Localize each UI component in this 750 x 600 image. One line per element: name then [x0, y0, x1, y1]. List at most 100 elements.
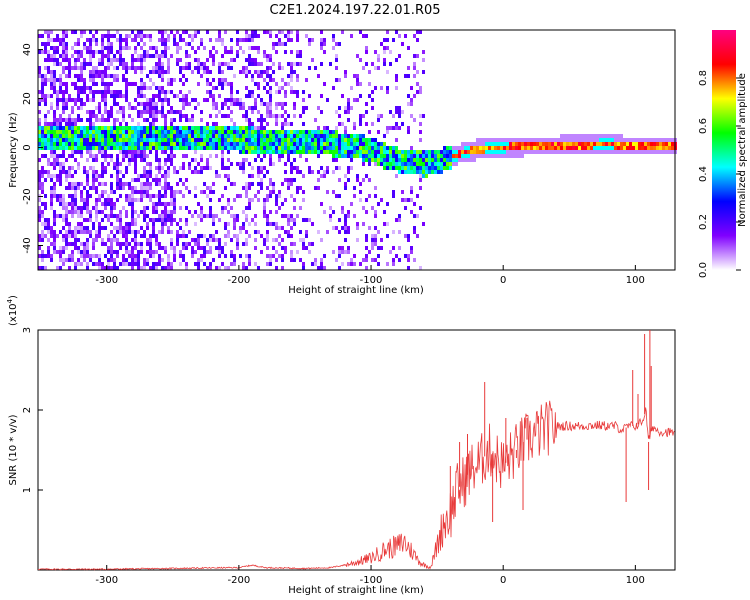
heatmap-cell [122, 230, 125, 234]
heatmap-cell [107, 198, 110, 202]
heatmap-cell [77, 262, 80, 266]
heatmap-cell [377, 158, 380, 162]
heatmap-cell [56, 106, 59, 110]
heatmap-cell [101, 74, 104, 78]
heatmap-cell [158, 230, 161, 234]
heatmap-cell [128, 158, 131, 162]
heatmap-cell [413, 54, 416, 58]
heatmap-cell [80, 34, 83, 38]
heatmap-cell [131, 254, 134, 258]
heatmap-cell [125, 234, 128, 238]
heatmap-cell [173, 138, 176, 142]
heatmap-cell [182, 246, 185, 250]
heatmap-cell [89, 86, 92, 90]
heatmap-cell [236, 246, 239, 250]
heatmap-cell [257, 62, 260, 66]
heatmap-cell [482, 150, 485, 154]
heatmap-cell [338, 42, 341, 46]
heatmap-cell [101, 70, 104, 74]
heatmap-cell [389, 126, 392, 130]
heatmap-cell [59, 126, 62, 130]
heatmap-cell [101, 58, 104, 62]
heatmap-cell [68, 242, 71, 246]
heatmap-cell [92, 50, 95, 54]
heatmap-cell [38, 110, 41, 114]
heatmap-cell [224, 30, 227, 34]
heatmap-cell [203, 70, 206, 74]
heatmap-cell [128, 182, 131, 186]
heatmap-cell [380, 162, 383, 166]
heatmap-cell [137, 114, 140, 118]
heatmap-cell [392, 166, 395, 170]
heatmap-cell [227, 158, 230, 162]
heatmap-cell [635, 138, 638, 142]
heatmap-cell [446, 166, 449, 170]
heatmap-cell [350, 262, 353, 266]
heatmap-cell [254, 246, 257, 250]
heatmap-cell [98, 174, 101, 178]
heatmap-cell [176, 242, 179, 246]
heatmap-cell [398, 162, 401, 166]
heatmap-cell [365, 198, 368, 202]
heatmap-cell [236, 54, 239, 58]
heatmap-cell [62, 202, 65, 206]
heatmap-cell [302, 238, 305, 242]
heatmap-cell [245, 30, 248, 34]
heatmap-cell [227, 266, 230, 270]
heatmap-cell [281, 142, 284, 146]
heatmap-cell [257, 150, 260, 154]
heatmap-cell [77, 206, 80, 210]
heatmap-cell [62, 54, 65, 58]
heatmap-cell [365, 146, 368, 150]
heatmap-cell [179, 134, 182, 138]
heatmap-cell [245, 126, 248, 130]
heatmap-cell [464, 142, 467, 146]
heatmap-cell [455, 158, 458, 162]
heatmap-cell [44, 138, 47, 142]
heatmap-cell [110, 94, 113, 98]
heatmap-cell [50, 178, 53, 182]
heatmap-cell [377, 54, 380, 58]
heatmap-cell [134, 38, 137, 42]
heatmap-cell [89, 70, 92, 74]
heatmap-cell [263, 214, 266, 218]
heatmap-cell [299, 138, 302, 142]
heatmap-cell [227, 134, 230, 138]
heatmap-cell [218, 34, 221, 38]
heatmap-cell [149, 34, 152, 38]
heatmap-cell [167, 210, 170, 214]
heatmap-cell [371, 98, 374, 102]
heatmap-cell [248, 182, 251, 186]
heatmap-cell [140, 58, 143, 62]
heatmap-cell [173, 170, 176, 174]
heatmap-cell [71, 202, 74, 206]
heatmap-cell [305, 146, 308, 150]
heatmap-cell [203, 250, 206, 254]
heatmap-cell [53, 234, 56, 238]
heatmap-cell [167, 70, 170, 74]
heatmap-cell [149, 150, 152, 154]
heatmap-cell [53, 242, 56, 246]
heatmap-cell [407, 234, 410, 238]
heatmap-cell [146, 146, 149, 150]
heatmap-cell [356, 138, 359, 142]
heatmap-cell [545, 146, 548, 150]
heatmap-cell [275, 150, 278, 154]
heatmap-cell [395, 106, 398, 110]
heatmap-cell [395, 162, 398, 166]
heatmap-cell [134, 50, 137, 54]
heatmap-cell [80, 134, 83, 138]
heatmap-cell [59, 38, 62, 42]
heatmap-cell [179, 58, 182, 62]
heatmap-cell [419, 138, 422, 142]
heatmap-cell [332, 46, 335, 50]
heatmap-cell [197, 242, 200, 246]
heatmap-cell [50, 202, 53, 206]
heatmap-cell [65, 142, 68, 146]
heatmap-cell [146, 178, 149, 182]
heatmap-cell [104, 166, 107, 170]
heatmap-cell [197, 126, 200, 130]
heatmap-cell [407, 154, 410, 158]
heatmap-cell [128, 46, 131, 50]
heatmap-cell [350, 106, 353, 110]
